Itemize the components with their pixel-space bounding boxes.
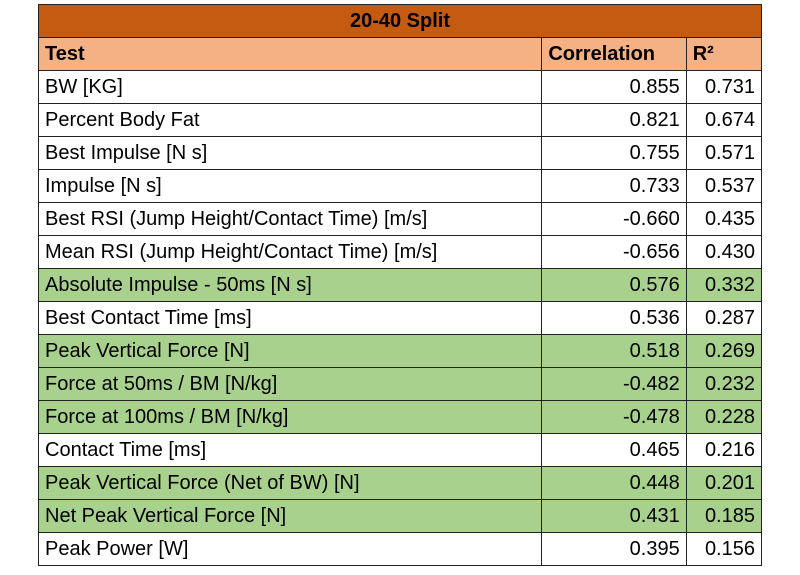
value-cell: 0.855 — [541, 70, 687, 104]
value-cell: 0.536 — [541, 301, 687, 335]
value-cell: 0.232 — [685, 367, 763, 401]
value-cell: 0.571 — [685, 136, 763, 170]
test-cell: Force at 100ms / BM [N/kg] — [37, 400, 543, 434]
value-cell: -0.482 — [541, 367, 687, 401]
value-cell: 0.435 — [685, 202, 763, 236]
value-cell: 0.576 — [541, 268, 687, 302]
value-cell: 0.674 — [685, 103, 763, 137]
table-row: Mean RSI (Jump Height/Contact Time) [m/s… — [37, 235, 763, 269]
value-cell: 0.287 — [685, 301, 763, 335]
header-cell: R² — [685, 37, 763, 71]
value-cell: 0.537 — [685, 169, 763, 203]
header-row: Test Correlation R² — [37, 37, 763, 71]
value-cell: -0.656 — [541, 235, 687, 269]
test-cell: Best Impulse [N s] — [37, 136, 543, 170]
test-cell: Absolute Impulse - 50ms [N s] — [37, 268, 543, 302]
value-cell: 0.395 — [541, 532, 687, 566]
table-row: Impulse [N s] 0.733 0.537 — [37, 169, 763, 203]
value-cell: 0.228 — [685, 400, 763, 434]
value-cell: 0.185 — [685, 499, 763, 533]
table-row: Peak Power [W] 0.395 0.156 — [37, 532, 763, 566]
value-cell: 0.332 — [685, 268, 763, 302]
table-row: Percent Body Fat 0.821 0.674 — [37, 103, 763, 137]
table-row: Best Contact Time [ms] 0.536 0.287 — [37, 301, 763, 335]
table-row: Force at 100ms / BM [N/kg] -0.478 0.228 — [37, 400, 763, 434]
test-cell: Peak Vertical Force (Net of BW) [N] — [37, 466, 543, 500]
test-cell: Peak Vertical Force [N] — [37, 334, 543, 368]
table-row: Contact Time [ms] 0.465 0.216 — [37, 433, 763, 467]
table-row: BW [KG] 0.855 0.731 — [37, 70, 763, 104]
table-title: 20-40 Split — [38, 4, 762, 38]
table-row: Peak Vertical Force (Net of BW) [N] 0.448… — [37, 466, 763, 500]
test-cell: Peak Power [W] — [37, 532, 543, 566]
test-cell: Percent Body Fat — [37, 103, 543, 137]
test-cell: Best RSI (Jump Height/Contact Time) [m/s… — [37, 202, 543, 236]
value-cell: -0.660 — [541, 202, 687, 236]
test-cell: Best Contact Time [ms] — [37, 301, 543, 335]
value-cell: 0.731 — [685, 70, 763, 104]
table-body: BW [KG] 0.855 0.731 Percent Body Fat 0.821 0.… — [37, 70, 763, 566]
value-cell: 0.431 — [541, 499, 687, 533]
test-cell: BW [KG] — [37, 70, 543, 104]
test-cell: Impulse [N s] — [37, 169, 543, 203]
table-row: Best RSI (Jump Height/Contact Time) [m/s… — [37, 202, 763, 236]
value-cell: 0.755 — [541, 136, 687, 170]
table-row: Best Impulse [N s] 0.755 0.571 — [37, 136, 763, 170]
value-cell: 0.201 — [685, 466, 763, 500]
table-row: Peak Vertical Force [N] 0.518 0.269 — [37, 334, 763, 368]
value-cell: 0.465 — [541, 433, 687, 467]
value-cell: 0.430 — [685, 235, 763, 269]
table-row: Absolute Impulse - 50ms [N s] 0.576 0.332 — [37, 268, 763, 302]
table-row: Force at 50ms / BM [N/kg] -0.482 0.232 — [37, 367, 763, 401]
value-cell: -0.478 — [541, 400, 687, 434]
value-cell: 0.518 — [541, 334, 687, 368]
test-cell: Force at 50ms / BM [N/kg] — [37, 367, 543, 401]
value-cell: 0.821 — [541, 103, 687, 137]
value-cell: 0.269 — [685, 334, 763, 368]
data-table: 20-40 Split Test Correlation R² BW [KG] 0… — [37, 4, 763, 566]
header-cell: Test — [37, 37, 543, 71]
test-cell: Contact Time [ms] — [37, 433, 543, 467]
value-cell: 0.733 — [541, 169, 687, 203]
value-cell: 0.156 — [685, 532, 763, 566]
table-row: Net Peak Vertical Force [N] 0.431 0.185 — [37, 499, 763, 533]
test-cell: Net Peak Vertical Force [N] — [37, 499, 543, 533]
value-cell: 0.216 — [685, 433, 763, 467]
test-cell: Mean RSI (Jump Height/Contact Time) [m/s… — [37, 235, 543, 269]
title-row: 20-40 Split — [38, 4, 762, 38]
header-cell: Correlation — [541, 37, 687, 71]
value-cell: 0.448 — [541, 466, 687, 500]
